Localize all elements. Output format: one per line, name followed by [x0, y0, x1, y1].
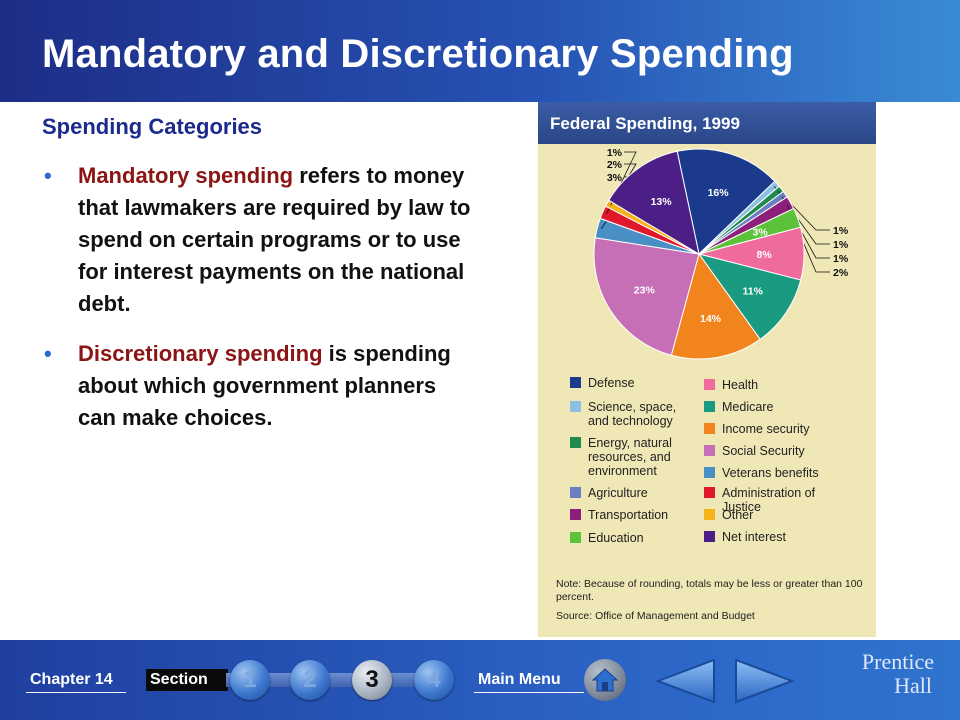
footer-divider	[474, 692, 584, 693]
section-1-button[interactable]: 1	[230, 660, 270, 700]
legend-label: Income security	[722, 422, 810, 436]
footer-bar: Chapter 14 Section 1 2 3 4 Main Menu Pre…	[0, 640, 960, 720]
publisher-logo: Prentice Hall	[850, 650, 934, 698]
legend-label: Net interest	[722, 530, 786, 544]
chart-title-bar: Federal Spending, 1999	[538, 102, 876, 144]
chart-title: Federal Spending, 1999	[550, 114, 740, 133]
bullet-text: refers to money that lawmakers are requi…	[78, 163, 471, 316]
brand-line-2: Hall	[894, 673, 932, 698]
pie-slice-label: 14%	[700, 313, 722, 325]
footer-divider	[26, 692, 126, 693]
previous-arrow-icon[interactable]	[656, 658, 718, 704]
pie-slice-label: 16%	[708, 187, 730, 199]
legend-swatch	[570, 437, 581, 448]
legend-swatch	[704, 423, 715, 434]
chart-figure: Federal Spending, 1999 16% 1% 1% 1% 2% 3% 8% 11…	[538, 102, 876, 637]
pie-slice-label: 1%	[833, 253, 849, 265]
legend-swatch	[704, 401, 715, 412]
bullet-text: is spending about which government plann…	[78, 341, 451, 430]
pie-slice-label: 2%	[833, 267, 849, 279]
home-icon	[592, 668, 618, 692]
legend-swatch	[704, 531, 715, 542]
legend-swatch	[570, 509, 581, 520]
legend-label: Science, space, and technology	[588, 400, 677, 428]
legend-label: Health	[722, 378, 759, 392]
bullet-mandatory: • Mandatory spending refers to money tha…	[42, 160, 472, 320]
legend-swatch	[704, 487, 715, 498]
legend-label: Medicare	[722, 400, 774, 414]
legend-label: Energy, natural resources, and environme…	[588, 436, 672, 478]
bullet-term: Discretionary spending	[78, 341, 323, 366]
title-bar: Mandatory and Discretionary Spending	[0, 0, 960, 102]
bullet-dot-icon: •	[44, 341, 52, 366]
next-arrow-icon[interactable]	[732, 658, 794, 704]
pie-slice-label: 13%	[651, 196, 673, 208]
legend-label: Administration of Justice	[722, 486, 816, 514]
main-menu-link[interactable]: Main Menu	[478, 671, 561, 688]
pie-slice-social-security	[593, 237, 700, 356]
legend-swatch	[704, 379, 715, 390]
pie-slice-defense	[676, 148, 776, 255]
section-label: Section	[146, 669, 228, 691]
pie-slice-income-security	[670, 252, 761, 360]
legend-label: Social Security	[722, 444, 805, 458]
pie-slice-label: 1%	[833, 225, 849, 237]
chart-note: Note: Because of rounding, totals may be…	[556, 578, 863, 603]
slide-title: Mandatory and Discretionary Spending	[42, 32, 794, 76]
pie-slice-medicare	[697, 253, 802, 341]
section-2-button[interactable]: 2	[290, 660, 330, 700]
legend-swatch	[704, 445, 715, 456]
legend-label: Defense	[588, 376, 635, 390]
pie-slice-label: 8%	[757, 249, 773, 261]
pie-slice-label: 11%	[742, 286, 763, 298]
pie-slice-label: 2%	[607, 159, 623, 171]
bullet-discretionary: • Discretionary spending is spending abo…	[42, 338, 472, 434]
chart-source: Source: Office of Management and Budget	[556, 610, 755, 622]
legend-label: Veterans benefits	[722, 466, 819, 480]
legend-label: Other	[722, 508, 754, 522]
legend-swatch	[570, 377, 581, 388]
chapter-label: Chapter 14	[30, 671, 113, 688]
bullet-list: • Mandatory spending refers to money tha…	[42, 160, 472, 452]
pie-slice-label: 3%	[607, 172, 623, 184]
pie-slice-label: 3%	[753, 227, 769, 239]
legend-label: Transportation	[588, 508, 669, 522]
bullet-term: Mandatory spending	[78, 163, 294, 188]
legend-swatch	[570, 401, 581, 412]
pie-slice-label: 1%	[607, 147, 623, 159]
legend-swatch	[704, 509, 715, 520]
pie-chart: 16%1%1%1%2%3%8%11%14%23%3%2%1%13%	[593, 147, 849, 360]
brand-line-1: Prentice	[861, 649, 934, 674]
bullet-dot-icon: •	[44, 163, 52, 188]
section-3-button[interactable]: 3	[352, 660, 392, 700]
pie-slice-label: 23%	[634, 284, 656, 296]
legend-swatch	[704, 467, 715, 478]
legend-swatch	[570, 487, 581, 498]
home-button[interactable]	[584, 659, 626, 701]
legend-swatch	[570, 532, 581, 543]
legend-label: Agriculture	[588, 486, 648, 500]
pie-slice-net-interest	[608, 150, 700, 256]
section-track	[226, 673, 452, 687]
legend-label: Education	[588, 531, 644, 545]
subheading: Spending Categories	[42, 114, 263, 139]
section-4-button[interactable]: 4	[414, 660, 454, 700]
pie-slice-label: 1%	[833, 239, 849, 251]
